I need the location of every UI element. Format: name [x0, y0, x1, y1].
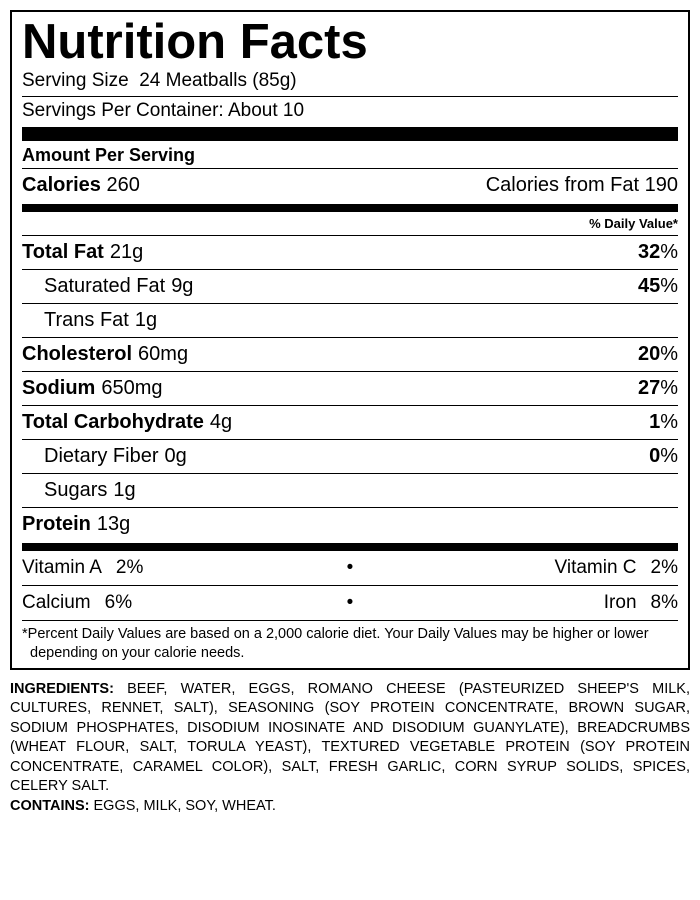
servings-per-container: Servings Per Container: About 10 [22, 99, 678, 124]
dv: 20 [638, 343, 660, 365]
label: Saturated Fat [44, 275, 165, 298]
calories-row: Calories 260 Calories from Fat 190 [22, 171, 678, 200]
servings-per-container-value: About 10 [228, 100, 304, 121]
row-protein: Protein 13g [22, 510, 678, 539]
value: 1g [135, 309, 157, 332]
calcium-label: Calcium [22, 592, 91, 614]
bullet-icon: • [345, 557, 355, 579]
vitamin-row-2: Calcium 6% • Iron 8% [22, 588, 678, 618]
serving-size-value: 24 Meatballs (85g) [139, 70, 296, 91]
servings-per-container-label: Servings Per Container: [22, 100, 224, 121]
vitamin-a-value: 2% [116, 557, 143, 579]
label: Total Fat [22, 241, 104, 264]
label: Sodium [22, 377, 95, 400]
medium-divider [22, 204, 678, 212]
label: Cholesterol [22, 343, 132, 366]
dv: 45 [638, 275, 660, 297]
serving-size-label: Serving Size [22, 70, 129, 91]
calories-label: Calories [22, 174, 101, 196]
row-sugars: Sugars 1g [22, 476, 678, 505]
calories-from-fat-label: Calories from Fat [486, 174, 639, 196]
thick-divider [22, 127, 678, 141]
calcium-value: 6% [105, 592, 132, 614]
panel-title: Nutrition Facts [22, 18, 678, 67]
label: Total Carbohydrate [22, 411, 204, 434]
vitamin-c-label: Vitamin C [555, 557, 637, 579]
calories-from-fat-value: 190 [645, 174, 678, 196]
dv: 0 [649, 445, 660, 467]
row-cholesterol: Cholesterol60mg 20% [22, 340, 678, 369]
daily-value-header: % Daily Value* [22, 214, 678, 233]
row-trans-fat: Trans Fat 1g [22, 306, 678, 335]
label: Dietary Fiber [44, 445, 158, 468]
contains-text: EGGS, MILK, SOY, WHEAT. [94, 798, 276, 814]
iron-label: Iron [604, 592, 637, 614]
value: 60mg [138, 343, 188, 366]
value: 4g [210, 411, 232, 434]
calories-value: 260 [107, 174, 140, 196]
value: 21g [110, 241, 143, 264]
label: Protein [22, 513, 91, 536]
value: 0g [164, 445, 186, 468]
nutrition-facts-panel: Nutrition Facts Serving Size 24 Meatball… [10, 10, 690, 670]
ingredients-block: INGREDIENTS: BEEF, WATER, EGGS, ROMANO C… [10, 680, 690, 817]
ingredients-label: INGREDIENTS: [10, 681, 114, 697]
value: 13g [97, 513, 130, 536]
row-total-fat: Total Fat21g 32% [22, 238, 678, 267]
ingredients-text: BEEF, WATER, EGGS, ROMANO CHEESE (PASTEU… [10, 681, 690, 795]
contains-label: CONTAINS: [10, 798, 89, 814]
bullet-icon: • [345, 592, 355, 614]
vitamin-row-1: Vitamin A 2% • Vitamin C 2% [22, 553, 678, 583]
row-saturated-fat: Saturated Fat9g 45% [22, 272, 678, 301]
dv: 32 [638, 241, 660, 263]
value: 650mg [101, 377, 162, 400]
row-total-carbohydrate: Total Carbohydrate4g 1% [22, 408, 678, 437]
row-dietary-fiber: Dietary Fiber0g 0% [22, 442, 678, 471]
medium-divider [22, 543, 678, 551]
dv: 27 [638, 377, 660, 399]
dv: 1 [649, 411, 660, 433]
label: Trans Fat [44, 309, 129, 332]
amount-per-serving: Amount Per Serving [22, 145, 678, 166]
serving-size: Serving Size 24 Meatballs (85g) [22, 69, 678, 94]
vitamin-c-value: 2% [651, 557, 678, 579]
value: 1g [113, 479, 135, 502]
value: 9g [171, 275, 193, 298]
row-sodium: Sodium650mg 27% [22, 374, 678, 403]
iron-value: 8% [651, 592, 678, 614]
label: Sugars [44, 479, 107, 502]
daily-value-footnote: *Percent Daily Values are based on a 2,0… [22, 623, 678, 663]
vitamin-a-label: Vitamin A [22, 557, 102, 579]
